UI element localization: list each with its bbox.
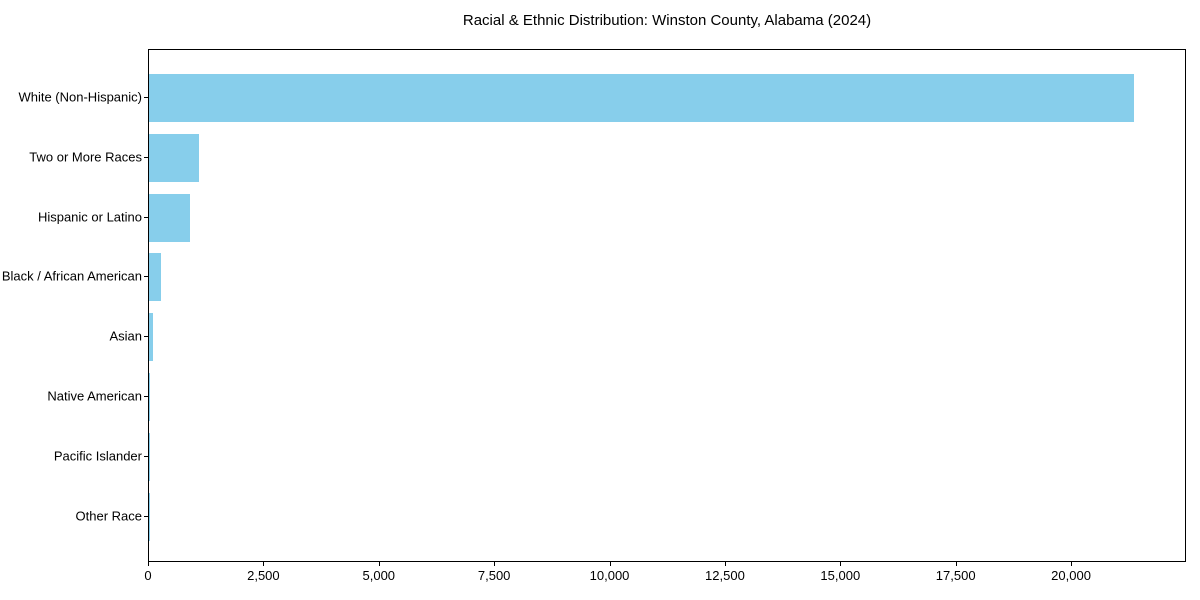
x-tick-label-20000: 20,000 (1051, 568, 1091, 583)
x-tick-mark (955, 562, 957, 566)
x-tick-mark (1071, 562, 1073, 566)
y-tick-label-pacific-islander: Pacific Islander (53, 448, 142, 464)
bar-hispanic-or-latino (149, 193, 190, 242)
x-tick-label-5000: 5,000 (362, 568, 396, 583)
x-tick-mark (724, 562, 726, 566)
y-tick-label-hispanic-or-latino: Hispanic or Latino (37, 209, 142, 225)
x-tick-label-10000: 10,000 (589, 568, 630, 583)
y-tick-label-white-non-hispanic: White (Non-Hispanic) (18, 89, 142, 105)
bar-two-or-more-races (149, 133, 199, 182)
y-tick-mark (144, 515, 148, 517)
y-tick-label-other-race: Other Race (75, 508, 142, 524)
x-tick-mark (263, 562, 265, 566)
y-tick-label-asian: Asian (109, 328, 142, 344)
x-tick-mark (609, 562, 611, 566)
y-tick-mark (144, 276, 148, 278)
plot-area (148, 49, 1186, 562)
y-tick-mark (144, 156, 148, 158)
y-tick-label-black-african-american: Black / African American (1, 268, 142, 284)
y-tick-label-two-or-more-races: Two or More Races (29, 149, 142, 165)
x-tick-label-0: 0 (144, 568, 152, 583)
x-tick-mark (494, 562, 496, 566)
x-tick-label-2500: 2,500 (247, 568, 280, 583)
x-tick-mark (148, 562, 149, 566)
bar-asian (149, 313, 154, 362)
y-tick-mark (144, 455, 148, 457)
x-tick-mark (378, 562, 380, 566)
chart-title: Racial & Ethnic Distribution: Winston Co… (462, 12, 872, 29)
bar-native-american (149, 373, 150, 421)
y-tick-mark (144, 396, 148, 397)
x-tick-label-17500: 17,500 (935, 568, 976, 583)
y-tick-mark (144, 97, 148, 98)
y-tick-label-native-american: Native American (47, 388, 142, 404)
bar-white-non-hispanic (149, 74, 1135, 122)
x-tick-label-12500: 12,500 (705, 568, 745, 583)
x-tick-label-15000: 15,000 (820, 568, 861, 583)
bar-black-african-american (149, 253, 162, 302)
y-tick-mark (144, 336, 148, 338)
x-tick-mark (840, 562, 842, 566)
x-tick-label-7500: 7,500 (477, 568, 511, 583)
y-tick-mark (144, 216, 148, 218)
